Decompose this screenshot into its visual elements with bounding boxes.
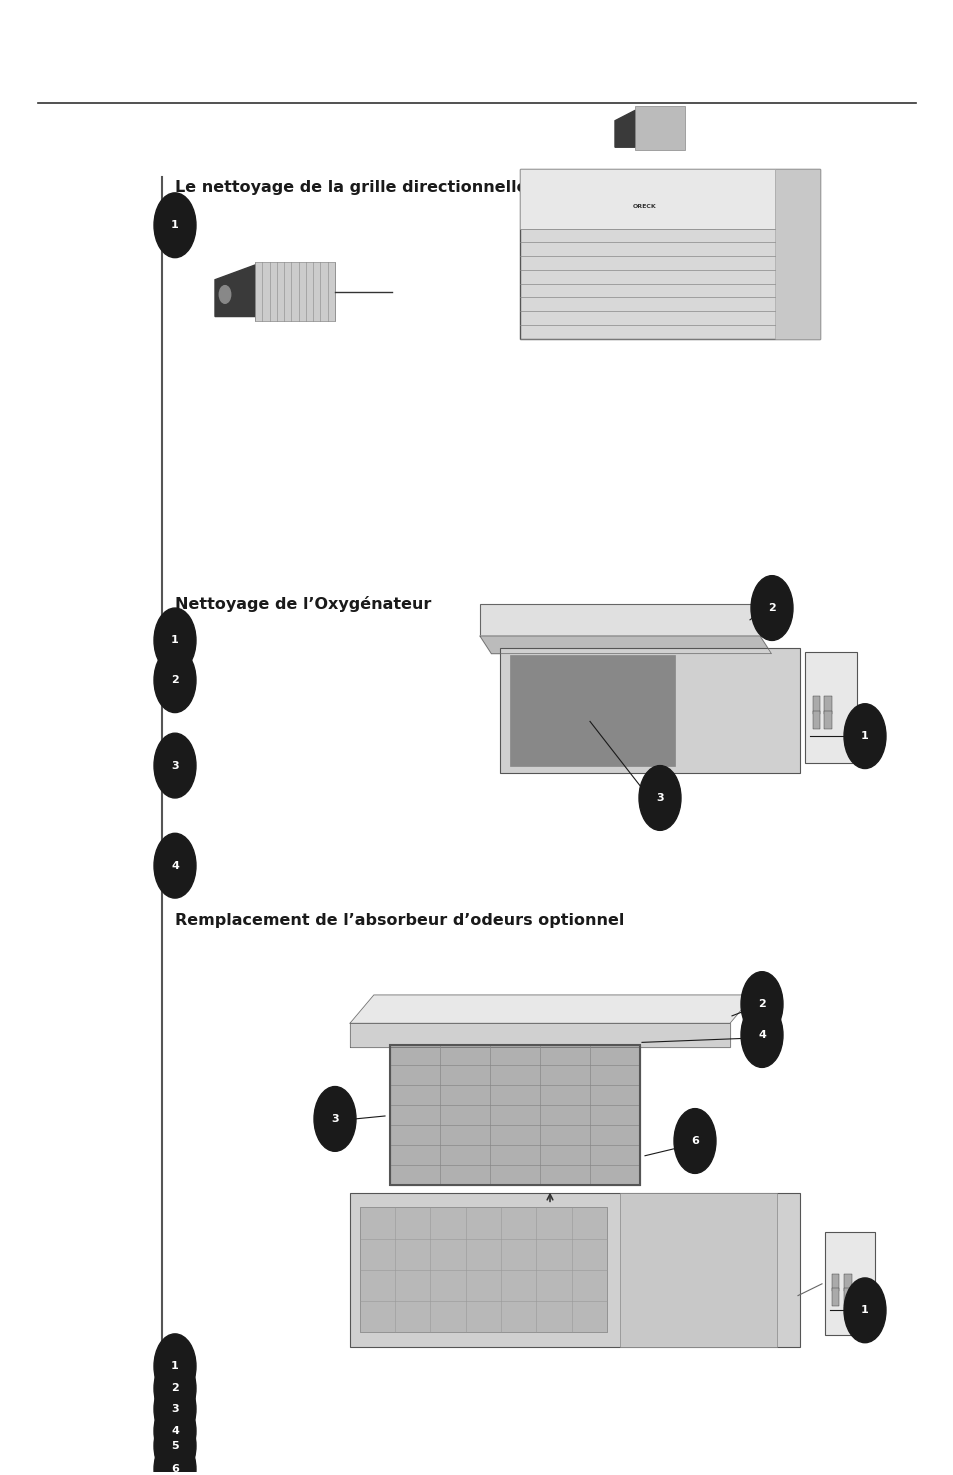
- Circle shape: [740, 972, 782, 1037]
- Text: 6: 6: [690, 1136, 699, 1146]
- Text: 4: 4: [171, 861, 179, 870]
- Circle shape: [153, 833, 195, 898]
- Bar: [509, 655, 674, 766]
- Circle shape: [750, 575, 792, 640]
- Bar: [812, 711, 820, 729]
- Text: 3: 3: [171, 1404, 178, 1415]
- Circle shape: [153, 1398, 195, 1463]
- Bar: [499, 648, 800, 773]
- Bar: [843, 1273, 851, 1291]
- Text: 1: 1: [861, 1305, 868, 1316]
- Circle shape: [153, 193, 195, 258]
- Circle shape: [153, 1413, 195, 1475]
- Text: 4: 4: [171, 1426, 179, 1437]
- Text: 1: 1: [171, 220, 178, 230]
- Circle shape: [153, 1376, 195, 1441]
- Text: 5: 5: [171, 1441, 178, 1451]
- Text: 2: 2: [171, 676, 178, 686]
- Text: 4: 4: [758, 1030, 765, 1040]
- Text: Le nettoyage de la grille directionnelle de l’air: Le nettoyage de la grille directionnelle…: [174, 180, 597, 195]
- Bar: [823, 711, 831, 729]
- Polygon shape: [214, 266, 265, 317]
- Circle shape: [639, 766, 680, 830]
- Text: 2: 2: [758, 999, 765, 1009]
- Circle shape: [843, 704, 885, 768]
- Polygon shape: [350, 996, 753, 1024]
- Text: Remplacement de l’absorbeur d’odeurs optionnel: Remplacement de l’absorbeur d’odeurs opt…: [174, 913, 623, 928]
- Circle shape: [843, 1277, 885, 1342]
- Bar: [804, 652, 857, 763]
- Bar: [774, 170, 820, 339]
- Bar: [479, 603, 760, 636]
- Text: 1: 1: [861, 732, 868, 740]
- Bar: [359, 1207, 606, 1332]
- Bar: [831, 1273, 839, 1291]
- Bar: [824, 1232, 874, 1335]
- Bar: [390, 1046, 639, 1186]
- Bar: [519, 170, 820, 339]
- Circle shape: [153, 1333, 195, 1398]
- Text: 1: 1: [171, 1361, 178, 1372]
- Polygon shape: [350, 1024, 729, 1047]
- Circle shape: [153, 733, 195, 798]
- Text: 3: 3: [171, 761, 178, 770]
- Bar: [350, 1193, 800, 1347]
- Circle shape: [314, 1087, 355, 1152]
- Polygon shape: [479, 636, 771, 653]
- Text: Nettoyage de l’Oxygénateur: Nettoyage de l’Oxygénateur: [174, 596, 431, 612]
- Text: 2: 2: [767, 603, 775, 614]
- Bar: [635, 106, 684, 150]
- Circle shape: [153, 608, 195, 673]
- Circle shape: [153, 1356, 195, 1420]
- Circle shape: [153, 648, 195, 712]
- Bar: [519, 170, 774, 229]
- Text: 3: 3: [331, 1114, 338, 1124]
- Text: 2: 2: [171, 1384, 178, 1394]
- Bar: [812, 696, 820, 714]
- Circle shape: [674, 1109, 716, 1174]
- Circle shape: [153, 1437, 195, 1475]
- Circle shape: [740, 1003, 782, 1068]
- Bar: [831, 1288, 839, 1305]
- Text: 3: 3: [656, 794, 663, 802]
- Bar: [843, 1288, 851, 1305]
- Bar: [254, 263, 335, 322]
- Bar: [823, 696, 831, 714]
- Text: ORECK: ORECK: [633, 204, 657, 209]
- Bar: [390, 1046, 639, 1186]
- Text: 6: 6: [171, 1465, 179, 1475]
- Circle shape: [219, 286, 231, 304]
- Bar: [619, 1193, 777, 1347]
- Polygon shape: [615, 111, 639, 148]
- Text: 1: 1: [171, 636, 178, 646]
